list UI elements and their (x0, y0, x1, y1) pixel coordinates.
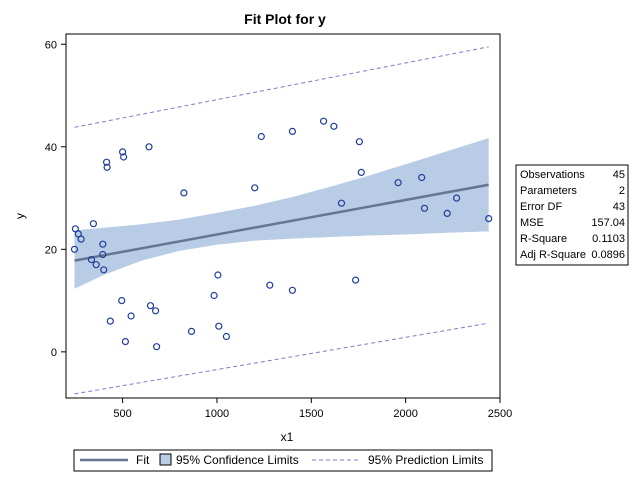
stat-label: R-Square (520, 233, 567, 245)
lower-prediction-limit (74, 322, 489, 395)
data-point (180, 189, 188, 197)
legend-confidence-swatch (159, 453, 172, 466)
x-tick-label: 2000 (393, 408, 417, 420)
data-point (77, 235, 85, 243)
data-point (357, 168, 365, 176)
data-point (100, 266, 108, 274)
stat-value: 0.1103 (592, 233, 625, 245)
data-point (394, 179, 402, 187)
stat-label: Adj R-Square (520, 249, 586, 261)
stat-label: MSE (520, 217, 544, 229)
data-point (127, 312, 135, 320)
data-point (152, 307, 160, 315)
data-point (222, 332, 230, 341)
y-tick-label: 40 (45, 142, 57, 154)
x-tick-label: 1000 (205, 408, 229, 420)
y-tick-label: 60 (45, 39, 57, 51)
data-point (106, 317, 114, 325)
data-point (266, 281, 274, 289)
data-point (443, 209, 451, 217)
data-point (87, 256, 96, 264)
data-point (153, 343, 161, 351)
plot-frame (65, 33, 501, 399)
data-point (355, 138, 363, 146)
data-point (257, 132, 265, 141)
data-point (215, 322, 223, 330)
data-point (485, 215, 493, 223)
data-point (214, 271, 222, 279)
legend-border (73, 449, 493, 472)
y-tick-label: 0 (51, 347, 57, 359)
data-point (118, 297, 126, 305)
y-axis: 0 20 40 60 (45, 39, 66, 359)
data-point (146, 302, 155, 310)
upper-prediction-limit (74, 46, 489, 128)
data-point (453, 194, 461, 202)
stat-value: 45 (613, 169, 625, 181)
stat-value: 0.0896 (591, 249, 625, 261)
legend: Fit 95% Confidence Limits 95% Prediction… (73, 449, 493, 472)
fit-line (74, 183, 489, 262)
y-tick-label: 20 (45, 244, 57, 256)
data-point (102, 158, 111, 166)
data-point (251, 184, 259, 192)
data-point (288, 127, 296, 135)
chart-title: Fit Plot for y (244, 11, 326, 27)
data-point (70, 245, 79, 253)
legend-confidence-label: 95% Confidence Limits (176, 453, 299, 467)
data-point (337, 199, 346, 207)
stat-label: Error DF (520, 201, 562, 213)
data-point (420, 204, 429, 212)
stats-table-border (515, 164, 629, 266)
stat-value: 2 (619, 185, 625, 197)
data-point (187, 327, 196, 335)
plot-area (70, 46, 493, 395)
legend-prediction-label: 95% Prediction Limits (368, 453, 483, 467)
data-point (320, 117, 328, 125)
data-point (210, 291, 218, 300)
confidence-band (74, 138, 489, 289)
x-axis: 500 1000 1500 2000 2500 (113, 398, 512, 420)
data-point (92, 261, 100, 269)
data-point (99, 250, 107, 259)
data-point (89, 220, 98, 228)
data-point (145, 143, 153, 151)
stat-value: 43 (613, 201, 625, 213)
x-axis-label: x1 (281, 430, 294, 444)
data-point (121, 338, 130, 346)
data-point (103, 163, 111, 171)
data-point (418, 173, 426, 182)
data-point (330, 122, 338, 130)
legend-fit-label: Fit (136, 453, 150, 467)
data-point (118, 148, 127, 156)
stat-label: Observations (520, 169, 585, 181)
stat-label: Parameters (520, 185, 577, 197)
data-point (119, 153, 128, 161)
fit-statistics-table: Observations 45 Parameters 2 Error DF 43 MSE 15… (515, 164, 629, 266)
y-axis-label: y (13, 213, 27, 219)
data-point (352, 276, 360, 284)
stat-value: 157.04 (591, 217, 625, 229)
x-tick-label: 2500 (488, 408, 512, 420)
x-tick-label: 1500 (299, 408, 323, 420)
data-point (99, 240, 107, 248)
x-tick-label: 500 (113, 408, 131, 420)
data-point (288, 286, 296, 294)
